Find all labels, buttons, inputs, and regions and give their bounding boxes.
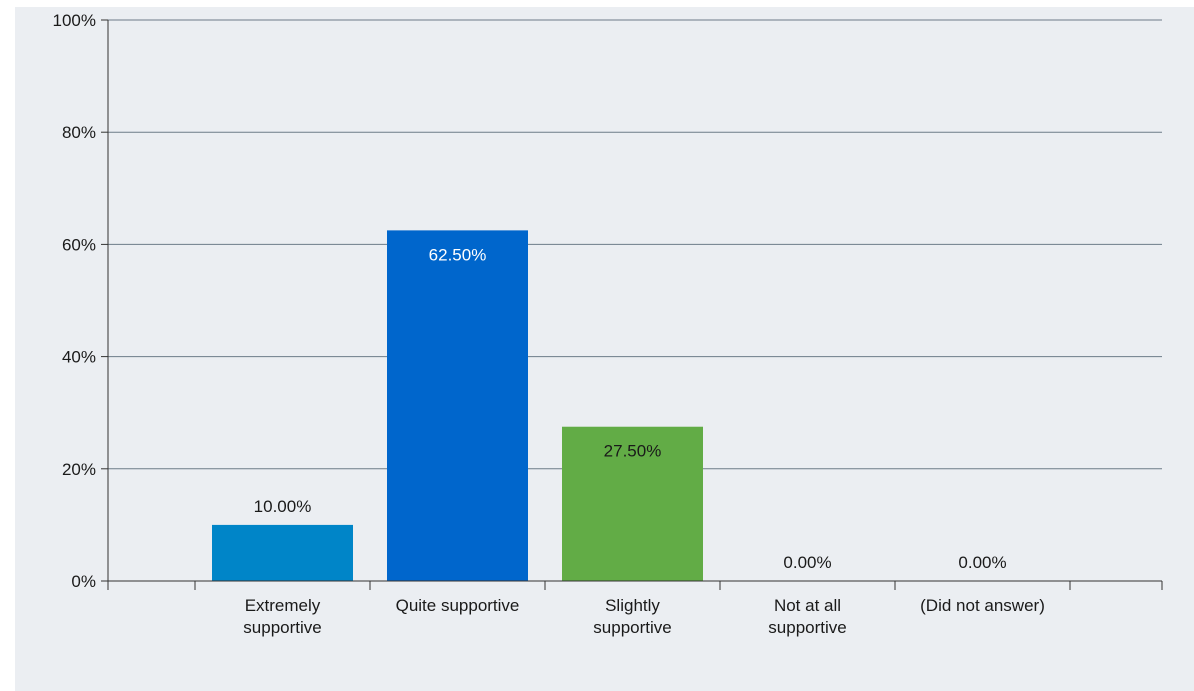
y-tick-label: 80% (62, 123, 96, 142)
x-tick-label: Extremely (245, 596, 321, 615)
data-label: 10.00% (254, 497, 312, 516)
chart-panel: 0% 20% 40% 60% 80% 100% 10.00% Extremely support… (15, 7, 1194, 691)
axes (101, 19, 1163, 590)
data-label: 62.50% (429, 245, 487, 264)
x-tick-label: Quite supportive (396, 596, 520, 615)
bar (387, 230, 528, 581)
x-tick-label: Not at all (774, 596, 841, 615)
data-label: 0.00% (958, 553, 1006, 572)
x-tick-label: supportive (768, 618, 846, 637)
data-label: 27.50% (604, 442, 662, 461)
y-tick-label: 60% (62, 235, 96, 254)
bar (562, 426, 703, 581)
x-tick-label: Slightly (605, 596, 660, 615)
x-tick-label: supportive (243, 618, 321, 637)
y-tick-label: 100% (53, 11, 96, 30)
x-tick-label: supportive (593, 618, 671, 637)
y-tick-label: 20% (62, 460, 96, 479)
x-tick-label: (Did not answer) (920, 596, 1045, 615)
labels: 0% 20% 40% 60% 80% 100% 10.00% Extremely support… (53, 11, 1045, 637)
bar-chart: 0% 20% 40% 60% 80% 100% 10.00% Extremely support… (53, 11, 1163, 637)
bar (212, 524, 353, 581)
data-label: 0.00% (783, 553, 831, 572)
bars (212, 230, 703, 581)
y-tick-label: 40% (62, 348, 96, 367)
y-tick-label: 0% (71, 572, 96, 591)
gridlines (108, 19, 1162, 470)
